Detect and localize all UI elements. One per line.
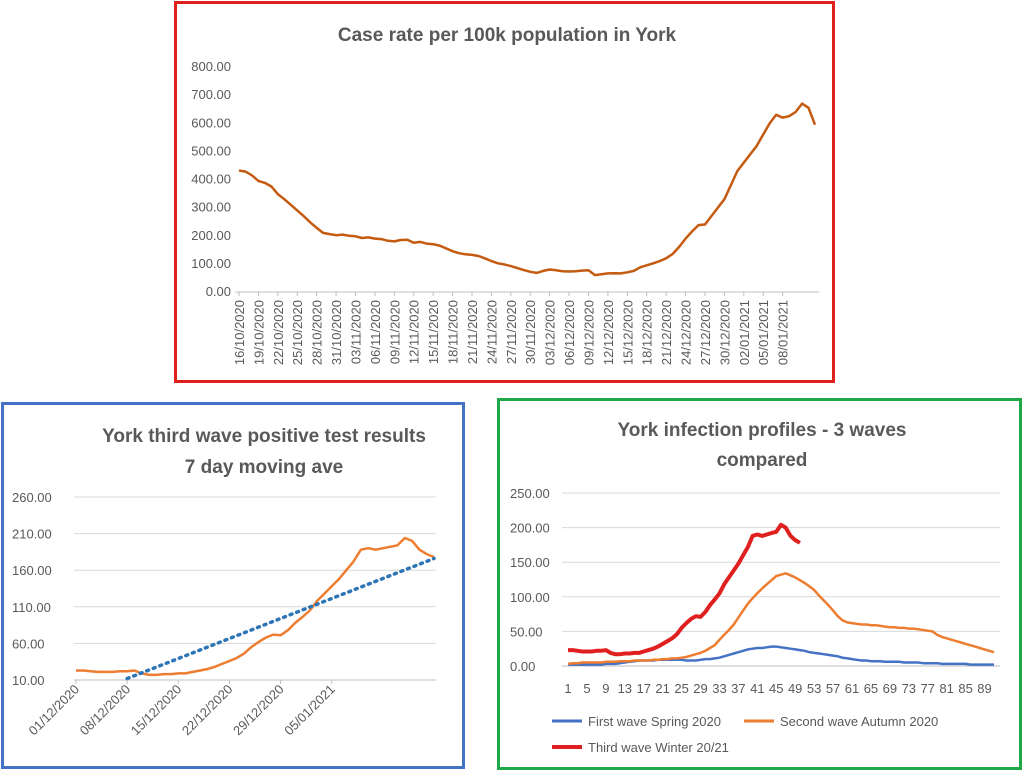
chart-title-line-2: 7 day moving ave bbox=[185, 457, 343, 478]
trendline bbox=[125, 556, 436, 681]
x-tick-label: 85 bbox=[958, 681, 972, 696]
x-tick-label: 45 bbox=[769, 681, 783, 696]
x-tick-label: 77 bbox=[920, 681, 934, 696]
x-tick-label: 17 bbox=[636, 681, 650, 696]
x-tick-label: 30/12/2020 bbox=[717, 300, 732, 365]
y-tick-label: 210.00 bbox=[12, 527, 52, 542]
x-tick-label: 18/12/2020 bbox=[640, 300, 655, 365]
y-tick-label: 60.00 bbox=[12, 636, 45, 651]
x-tick-label: 29 bbox=[693, 681, 707, 696]
third-wave-line bbox=[568, 522, 801, 657]
y-tick-label: 200.00 bbox=[510, 521, 550, 536]
x-tick-label: 16/10/2020 bbox=[232, 300, 247, 365]
x-tick-label: 21/12/2020 bbox=[659, 300, 674, 365]
x-tick-label: 01/12/2020 bbox=[25, 682, 82, 739]
x-tick-label: 24/12/2020 bbox=[679, 300, 694, 365]
y-tick-label: 0.00 bbox=[206, 284, 231, 299]
y-tick-label: 50.00 bbox=[510, 624, 543, 639]
legend: First wave Spring 2020 Second wave Autum… bbox=[552, 714, 938, 755]
y-tick-label: 300.00 bbox=[191, 200, 231, 215]
x-tick-label: 03/12/2020 bbox=[543, 300, 558, 365]
x-tick-label: 9 bbox=[602, 681, 609, 696]
y-tick-label: 700.00 bbox=[191, 87, 231, 102]
x-tick-label: 09/12/2020 bbox=[581, 300, 596, 365]
x-tick-label: 05/01/2021 bbox=[281, 682, 338, 739]
x-tick-label: 25/10/2020 bbox=[290, 300, 305, 365]
y-tick-label: 600.00 bbox=[191, 115, 231, 130]
x-tick-label: 73 bbox=[902, 681, 916, 696]
y-tick-label: 250.00 bbox=[510, 486, 550, 501]
chart-title: Case rate per 100k population in York bbox=[338, 25, 677, 46]
x-tick-label: 08/01/2021 bbox=[776, 300, 791, 365]
x-tick-label: 53 bbox=[807, 681, 821, 696]
x-tick-label: 25 bbox=[674, 681, 688, 696]
x-tick-label: 41 bbox=[750, 681, 764, 696]
y-tick-label: 800.00 bbox=[191, 59, 231, 74]
chart-panel-third-wave: York third wave positive test results 7 … bbox=[1, 402, 465, 769]
y-tick-label: 260.00 bbox=[12, 490, 52, 505]
case-rate-chart: Case rate per 100k population in York 0.… bbox=[191, 25, 819, 365]
second-wave-line bbox=[567, 572, 995, 666]
chart-panel-three-waves: York infection profiles - 3 waves compar… bbox=[497, 398, 1022, 770]
chart-title-line-1: York infection profiles - 3 waves bbox=[618, 420, 907, 441]
x-tick-label: 28/10/2020 bbox=[310, 300, 325, 365]
x-tick-label: 61 bbox=[845, 681, 859, 696]
y-tick-label: 150.00 bbox=[510, 555, 550, 570]
y-tick-label: 100.00 bbox=[191, 256, 231, 271]
x-tick-label: 02/01/2021 bbox=[737, 300, 752, 365]
x-tick-label: 27/12/2020 bbox=[698, 300, 713, 365]
x-tick-label: 37 bbox=[731, 681, 745, 696]
legend-label-first-wave: First wave Spring 2020 bbox=[588, 714, 721, 729]
y-tick-label: 500.00 bbox=[191, 143, 231, 158]
x-tick-label: 29/12/2020 bbox=[230, 682, 287, 739]
three-waves-chart: York infection profiles - 3 waves compar… bbox=[510, 420, 1000, 755]
y-tick-label: 110.00 bbox=[12, 600, 51, 615]
x-tick-label: 31/10/2020 bbox=[329, 300, 344, 365]
x-tick-label: 24/11/2020 bbox=[484, 300, 499, 364]
positive-tests-line bbox=[76, 536, 435, 677]
y-tick-label: 0.00 bbox=[510, 659, 535, 674]
x-tick-label: 21 bbox=[655, 681, 669, 696]
x-tick-label: 30/11/2020 bbox=[523, 300, 538, 364]
chart-title-line-2: compared bbox=[717, 450, 808, 471]
x-tick-label: 15/11/2020 bbox=[426, 300, 441, 364]
legend-label-third-wave: Third wave Winter 20/21 bbox=[588, 740, 729, 755]
x-tick-label: 89 bbox=[977, 681, 991, 696]
x-tick-label: 49 bbox=[788, 681, 802, 696]
x-tick-label: 12/12/2020 bbox=[601, 300, 616, 365]
y-tick-label: 160.00 bbox=[12, 563, 52, 578]
x-tick-label: 18/11/2020 bbox=[446, 300, 461, 364]
x-tick-label: 27/11/2020 bbox=[504, 300, 519, 364]
x-tick-label: 33 bbox=[712, 681, 726, 696]
x-tick-label: 69 bbox=[883, 681, 897, 696]
x-tick-label: 21/11/2020 bbox=[465, 300, 480, 364]
x-tick-label: 06/11/2020 bbox=[368, 300, 383, 364]
x-tick-label: 12/11/2020 bbox=[407, 300, 422, 364]
x-tick-label: 03/11/2020 bbox=[348, 300, 363, 364]
x-tick-label: 65 bbox=[864, 681, 878, 696]
x-tick-label: 1 bbox=[564, 681, 571, 696]
y-tick-label: 400.00 bbox=[191, 172, 231, 187]
x-tick-label: 09/11/2020 bbox=[387, 300, 402, 364]
legend-label-second-wave: Second wave Autumn 2020 bbox=[780, 714, 938, 729]
chart-panel-case-rate: Case rate per 100k population in York 0.… bbox=[174, 1, 835, 383]
third-wave-chart: York third wave positive test results 7 … bbox=[12, 426, 436, 739]
x-tick-label: 22/10/2020 bbox=[271, 300, 286, 365]
x-tick-label: 15/12/2020 bbox=[620, 300, 635, 365]
case-rate-line bbox=[238, 102, 817, 277]
x-tick-label: 22/12/2020 bbox=[179, 682, 236, 739]
y-tick-label: 10.00 bbox=[12, 673, 45, 688]
y-tick-label: 100.00 bbox=[510, 590, 550, 605]
x-tick-label: 5 bbox=[583, 681, 590, 696]
chart-title-line-1: York third wave positive test results bbox=[102, 426, 426, 447]
y-tick-label: 200.00 bbox=[191, 228, 231, 243]
x-tick-label: 06/12/2020 bbox=[562, 300, 577, 365]
x-tick-label: 15/12/2020 bbox=[128, 682, 185, 739]
x-tick-label: 08/12/2020 bbox=[77, 682, 134, 739]
x-tick-label: 57 bbox=[826, 681, 840, 696]
x-tick-label: 05/01/2021 bbox=[756, 300, 771, 365]
x-tick-label: 19/10/2020 bbox=[251, 300, 266, 365]
x-tick-label: 81 bbox=[939, 681, 953, 696]
x-tick-label: 13 bbox=[618, 681, 632, 696]
